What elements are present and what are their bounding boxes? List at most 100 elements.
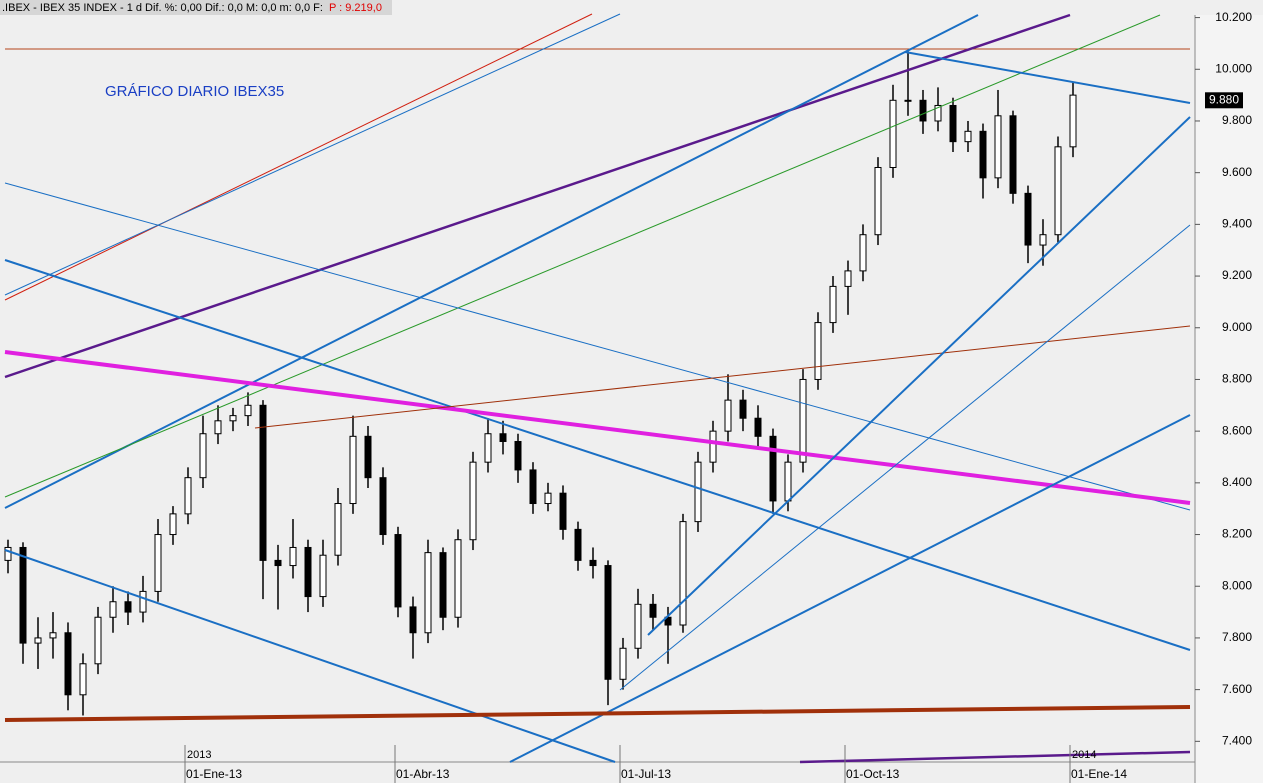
x-tick-label: 01-Ene-13	[186, 767, 242, 781]
candle-body	[784, 461, 792, 502]
candle-body	[589, 559, 597, 567]
candle-body	[469, 461, 477, 541]
y-tick-label: 8.000	[1222, 578, 1252, 592]
candle-body	[1009, 115, 1017, 194]
chart-title: GRÁFICO DIARIO IBEX35	[105, 83, 284, 100]
candle-body	[889, 99, 897, 169]
candle-body	[94, 616, 102, 665]
candle-body	[994, 115, 1002, 179]
candle-body	[964, 130, 972, 143]
candle-body	[109, 601, 117, 618]
trend-line	[509, 414, 1191, 763]
candle-body	[49, 632, 57, 639]
trend-line	[4, 13, 593, 301]
trend-line	[4, 350, 1191, 505]
candle-body	[499, 433, 507, 442]
candle-body	[334, 503, 342, 556]
candle-body	[304, 546, 312, 598]
candle-body	[619, 647, 627, 680]
trend-line	[4, 13, 621, 296]
y-tick-label: 9.600	[1222, 165, 1252, 179]
candle-body	[949, 104, 957, 143]
trend-line	[4, 182, 1191, 511]
candle-body	[289, 546, 297, 567]
candle-body	[349, 435, 357, 505]
candle-body	[649, 603, 657, 618]
trend-line	[4, 705, 1191, 722]
candle-body	[274, 559, 282, 567]
candle-body	[739, 399, 747, 419]
candle-body	[934, 104, 942, 122]
candle-body	[514, 440, 522, 471]
trend-line	[4, 549, 616, 763]
candle-body	[799, 378, 807, 463]
candle-body	[694, 461, 702, 523]
trend-line	[254, 325, 1191, 429]
candle-body	[199, 433, 207, 479]
candle-body	[34, 637, 42, 644]
header-price: P : 9.219,0	[329, 2, 382, 14]
candle-body	[874, 167, 882, 236]
candle-body	[319, 554, 327, 598]
y-tick-label: 9.400	[1222, 217, 1252, 231]
y-tick-label: 8.600	[1222, 423, 1252, 437]
y-tick-label: 7.800	[1222, 630, 1252, 644]
candle-body	[244, 404, 252, 417]
candle-body	[679, 521, 687, 626]
candle-body	[394, 534, 402, 608]
candle-body	[424, 552, 432, 634]
candle-body	[1039, 234, 1047, 246]
candle-body	[439, 552, 447, 618]
last-price-box	[1205, 92, 1243, 109]
candle-body	[634, 603, 642, 649]
y-tick-label: 9.200	[1222, 268, 1252, 282]
candle-body	[259, 404, 267, 561]
trend-line	[799, 750, 1191, 764]
candle-body	[1069, 94, 1077, 148]
candle-body	[484, 433, 492, 463]
last-price-label: 9.880	[1209, 92, 1239, 106]
candle-body	[814, 322, 822, 380]
trend-line	[4, 14, 1161, 498]
candles	[4, 51, 1077, 716]
candle-body	[4, 546, 12, 561]
trend-line	[4, 14, 979, 509]
candle-body	[979, 130, 987, 179]
candle-body	[919, 99, 927, 122]
candle-body	[64, 632, 72, 696]
candle-body	[214, 420, 222, 435]
candle-body	[169, 513, 177, 536]
candle-body	[769, 435, 777, 502]
candle-body	[379, 477, 387, 536]
x-tick-label: 01-Ene-14	[1071, 767, 1127, 781]
y-tick-label: 9.000	[1222, 320, 1252, 334]
x-tick-label: 01-Jul-13	[621, 767, 671, 781]
candle-body	[154, 534, 162, 592]
candle-body	[1024, 192, 1032, 246]
y-tick-label: 8.400	[1222, 475, 1252, 489]
candle-body	[544, 492, 552, 505]
year-label: 2014	[1072, 749, 1096, 761]
trend-line	[4, 259, 1191, 651]
candle-body	[844, 270, 852, 287]
header-bar	[0, 0, 392, 15]
y-tick-label: 10.000	[1215, 61, 1252, 75]
candle-body	[754, 417, 762, 437]
year-label: 2013	[187, 749, 211, 761]
price-axis-panel	[1195, 15, 1263, 783]
candle-body	[184, 477, 192, 515]
candle-body	[124, 601, 132, 613]
candle-body	[364, 435, 372, 479]
y-tick-label: 7.400	[1222, 733, 1252, 747]
candle-body	[859, 234, 867, 272]
trend-line	[619, 224, 1191, 691]
candle-body	[829, 285, 837, 324]
trend-lines	[4, 13, 1191, 764]
x-tick-label: 01-Abr-13	[396, 767, 450, 781]
header-text: .IBEX - IBEX 35 INDEX - 1 d Dif. %: 0,00…	[2, 2, 323, 14]
candle-body	[139, 590, 147, 613]
candle-body	[454, 539, 462, 618]
